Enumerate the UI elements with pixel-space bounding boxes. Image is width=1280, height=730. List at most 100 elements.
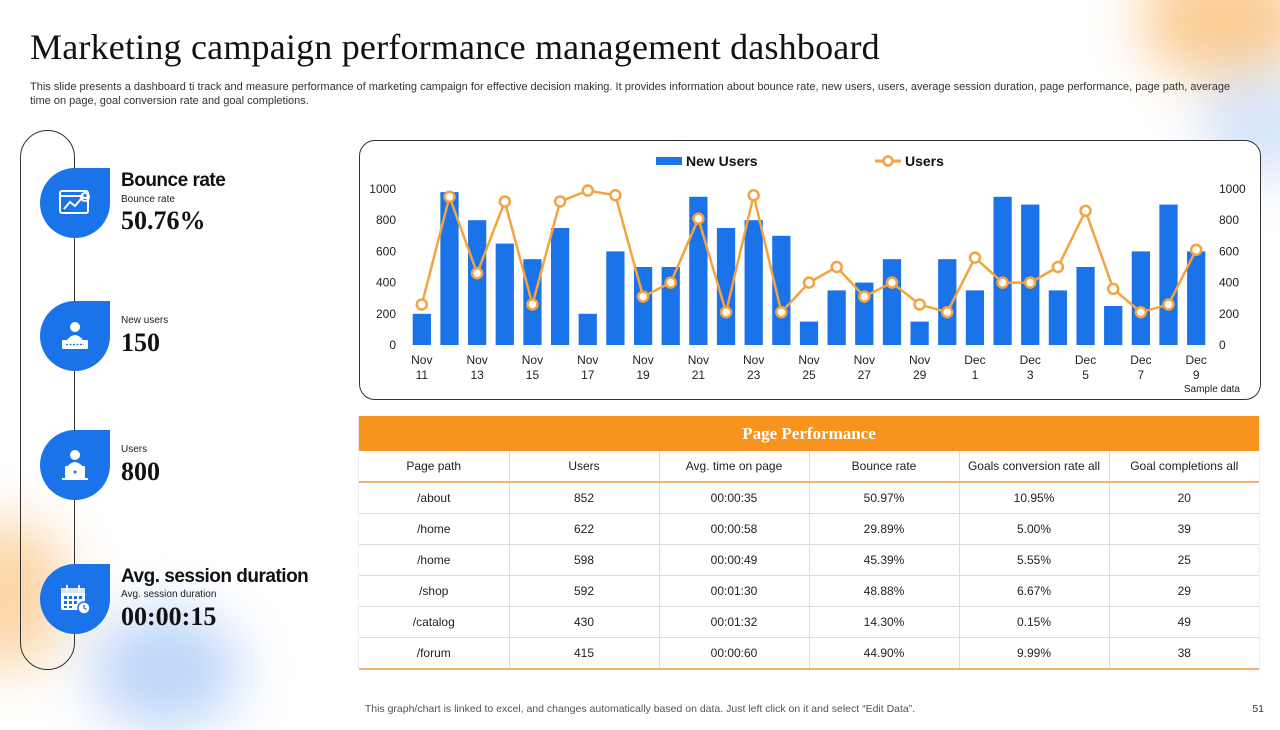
x-tick-label: 7 [1138,368,1145,382]
table-cell: 00:00:35 [659,482,810,514]
table-cell: 9.99% [959,637,1110,670]
kpi-value: 00:00:15 [121,602,217,631]
bar-new-users [965,290,985,345]
bar-new-users [495,243,514,345]
legend-swatch-new-users [656,157,682,165]
x-tick-label: Nov [909,353,930,367]
kpi-label: Bounce rate [121,194,175,205]
table-row: /forum 415 00:00:60 44.90% 9.99% 38 [359,637,1259,670]
bar-new-users [412,313,431,345]
bar-new-users [799,321,819,345]
point-users [747,188,760,202]
x-tick-label: Nov [688,353,709,367]
point-users [526,298,539,311]
column-header: Goals conversion rate all [959,451,1110,483]
column-header: Bounce rate [809,451,960,483]
table-cell: 0.15% [959,606,1110,638]
y-tick-label: 0 [389,338,396,352]
table-cell: 29.89% [809,513,960,545]
x-tick-label: 3 [1027,368,1034,382]
table-cell: /home [359,513,510,545]
legend-marker-users [882,155,894,167]
table-row: /home 622 00:00:58 29.89% 5.00% 39 [359,513,1259,545]
x-tick-label: Dec [1130,353,1151,367]
table-cell: 6.67% [959,575,1110,607]
x-tick-label: 25 [802,368,816,382]
point-users [802,276,816,289]
table-cell: /shop [359,575,510,607]
x-tick-label: 21 [692,368,706,382]
legend-label-users: Users [905,153,944,169]
point-users [636,290,650,303]
kpi-label: New users [121,315,169,326]
bar-new-users [606,251,625,345]
table-cell: /home [359,544,510,576]
point-users [1079,204,1092,218]
kpi-rail [20,130,75,670]
point-users [775,305,788,319]
x-tick-label: Nov [466,353,487,367]
y-tick-label: 600 [376,244,396,258]
table-cell: 00:01:30 [659,575,810,607]
x-tick-label: Dec [964,353,985,367]
bar-new-users [1021,204,1040,345]
page-number: 51 [1252,703,1264,715]
page-title: Marketing campaign performance managemen… [30,27,880,67]
x-tick-label: 27 [858,368,872,382]
laptop-user-icon [62,450,88,480]
table-cell: 592 [509,575,660,607]
table-row: /home 598 00:00:49 45.39% 5.55% 25 [359,544,1259,576]
x-tick-label: 19 [636,368,650,382]
point-users [830,260,843,274]
bar-new-users [1048,290,1068,345]
table-cell: 50.97% [809,482,960,514]
bar-new-users [1159,204,1178,345]
table-title: Page Performance [359,416,1259,451]
point-users [968,251,982,264]
bar-new-users [1104,306,1123,345]
page-performance-table: Page Performance Page path Users Avg. ti… [358,416,1260,670]
x-tick-label: Nov [577,353,598,367]
bar-new-users [440,192,459,345]
point-users [664,276,677,289]
x-tick-label: 9 [1193,368,1200,382]
bar-new-users [910,321,929,345]
point-users [1106,282,1120,296]
kpi-title: Bounce rate [121,170,226,191]
table-cell: 00:00:58 [659,513,810,545]
table-cell: 00:01:32 [659,606,810,638]
table-cell: 430 [509,606,660,638]
y2-tick-label: 600 [1219,244,1239,258]
kpi-label: Users [121,444,148,455]
kpi-title: Avg. session duration [121,566,309,587]
point-users [1051,260,1065,274]
bar-new-users [1131,251,1150,345]
y2-tick-label: 0 [1219,338,1226,352]
table-cell: 5.00% [959,513,1110,545]
x-tick-label: Nov [411,353,432,367]
table-cell: 598 [509,544,660,576]
table-cell: 20 [1109,482,1259,514]
x-tick-label: 1 [972,368,979,382]
x-tick-label: Nov [743,353,764,367]
point-users [609,188,622,202]
table-cell: 852 [509,482,660,514]
bar-new-users [772,235,791,345]
kpi-value: 800 [121,457,160,486]
table-cell: 48.88% [809,575,960,607]
table-cell: /about [359,482,510,514]
column-header: Users [509,451,660,483]
point-users [885,276,899,289]
users-chart-panel: 0 200 400 600 800 1000 0 200 400 600 800 1000 Nov 1… [359,140,1261,400]
x-tick-label: Dec [1020,353,1041,367]
table-row: /catalog 430 00:01:32 14.30% 0.15% 49 [359,606,1259,638]
kpi-value: 50.76% [121,206,206,235]
y-tick-label: 800 [376,213,396,227]
kpi-icon-circle [40,168,110,238]
x-tick-label: 13 [470,368,484,382]
bar-new-users [938,259,957,345]
table-cell: 38 [1109,637,1259,670]
presenter-user-icon [62,322,88,349]
calendar-clock-icon [61,585,91,615]
